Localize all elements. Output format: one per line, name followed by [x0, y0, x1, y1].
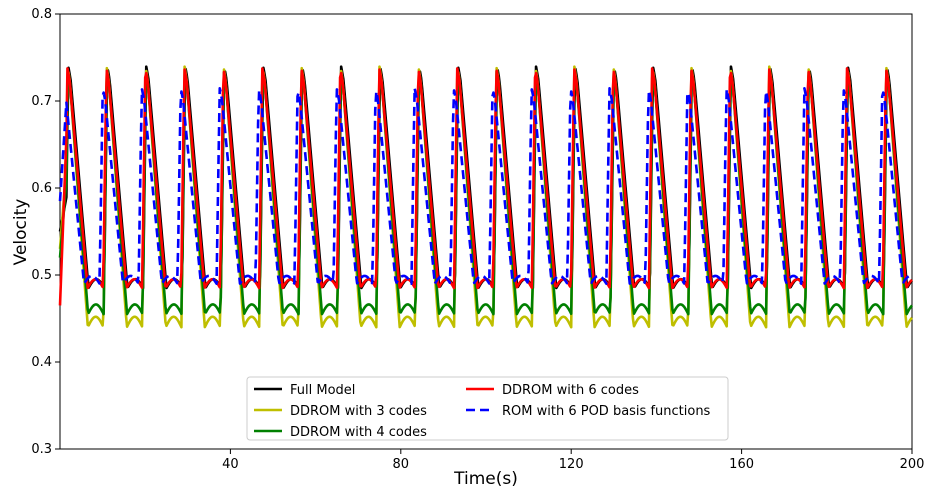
- series-layer: [58, 65, 913, 329]
- x-tick-label: 160: [729, 457, 754, 472]
- legend-label: ROM with 6 POD basis functions: [502, 404, 711, 419]
- y-tick-label: 0.3: [31, 442, 52, 457]
- legend-label: DDROM with 4 codes: [290, 425, 427, 440]
- y-axis-ticks: 0.3 0.4 0.5 0.6 0.7 0.8: [31, 7, 60, 457]
- legend-label: DDROM with 6 codes: [502, 383, 639, 398]
- x-tick-label: 40: [222, 457, 239, 472]
- y-tick-label: 0.7: [31, 94, 52, 109]
- x-axis-ticks: 40 80 120 160 200: [222, 449, 924, 472]
- legend-label: Full Model: [290, 383, 355, 398]
- y-tick-label: 0.8: [31, 7, 52, 22]
- x-tick-label: 200: [900, 457, 925, 472]
- plot-area: [58, 13, 913, 450]
- x-tick-label: 120: [559, 457, 584, 472]
- y-tick-label: 0.4: [31, 355, 52, 370]
- legend-label: DDROM with 3 codes: [290, 404, 427, 419]
- legend-box: [246, 376, 729, 441]
- x-axis-title: Time(s): [453, 469, 518, 489]
- legend-entries: Full Model DDROM with 3 codes DDROM with 4…: [254, 383, 711, 440]
- y-axis-title: Velocity: [11, 199, 31, 266]
- legend: Full Model DDROM with 3 codes DDROM with 4…: [246, 376, 729, 441]
- y-tick-label: 0.5: [31, 268, 52, 283]
- series-line-5: [58, 87, 913, 285]
- x-tick-label: 80: [393, 457, 410, 472]
- y-tick-label: 0.6: [31, 181, 52, 196]
